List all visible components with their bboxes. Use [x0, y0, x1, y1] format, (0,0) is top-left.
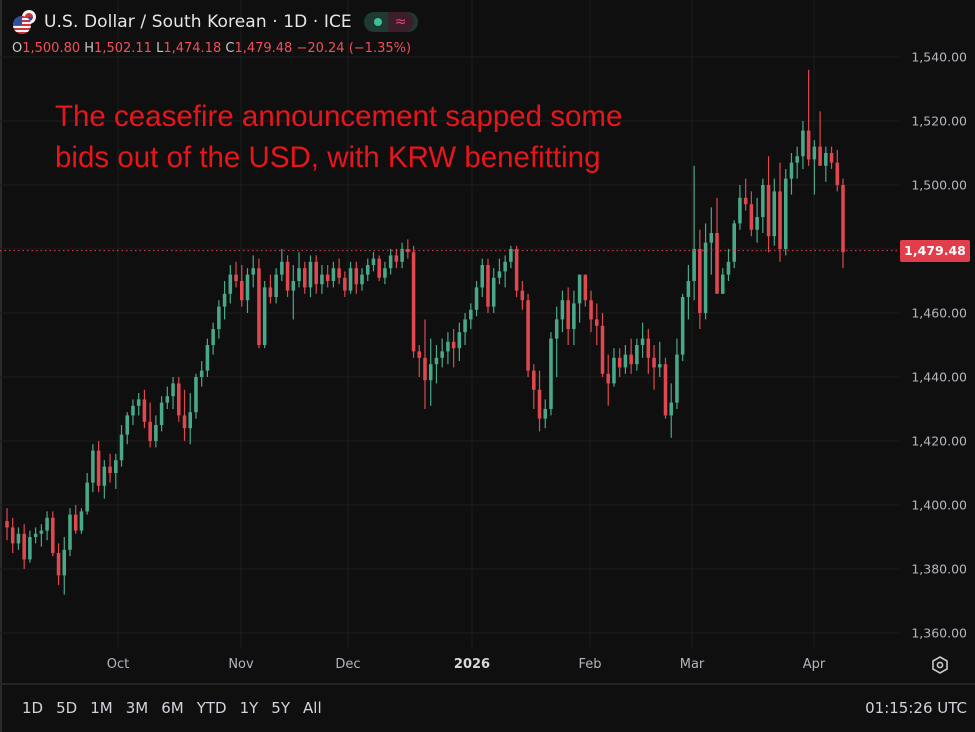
range-button-1y[interactable]: 1Y [239, 699, 259, 717]
high-value: 1,502.11 [94, 41, 152, 56]
time-tick: Feb [578, 657, 602, 672]
symbol-title[interactable]: U.S. Dollar / South Korean · 1D · ICE [44, 12, 352, 32]
market-status-pill[interactable]: ≈ [363, 12, 418, 32]
utc-clock[interactable]: 01:15:26 UTC [865, 699, 967, 717]
time-tick: Dec [335, 657, 361, 672]
chart-pane[interactable] [0, 0, 900, 648]
time-tick: Oct [106, 657, 130, 672]
current-price-tag: 1,479.48 [900, 239, 970, 262]
high-label: H [84, 41, 95, 56]
time-axis[interactable]: Oct Nov Dec 2026 Feb Mar Apr [0, 648, 900, 682]
price-tick: 1,400.00 [911, 497, 967, 513]
low-value: 1,474.18 [163, 41, 222, 56]
range-button-ytd[interactable]: YTD [196, 699, 227, 717]
range-button-6m[interactable]: 6M [161, 699, 184, 717]
price-tick: 1,460.00 [911, 305, 967, 321]
open-value: 1,500.80 [22, 41, 81, 56]
chart-annotation: The ceasefire announcement sapped some b… [55, 96, 622, 178]
annotation-line-1: The ceasefire announcement sapped some [55, 100, 623, 133]
price-tick: 1,360.00 [911, 625, 967, 641]
price-axis[interactable]: 1,540.00 1,520.00 1,500.00 1,460.00 1,440.00… [900, 0, 975, 648]
price-tick: 1,540.00 [911, 49, 967, 65]
close-value: 1,479.48 [234, 41, 293, 56]
settings-icon[interactable] [930, 655, 950, 675]
price-tick: 1,380.00 [911, 561, 967, 577]
time-tick: Mar [679, 657, 705, 672]
price-tick: 1,500.00 [911, 177, 967, 193]
ohlc-legend: O1,500.80 H1,502.11 L1,474.18 C1,479.48 … [12, 41, 411, 56]
range-button-5y[interactable]: 5Y [271, 699, 291, 717]
currency-pair-flags [10, 10, 38, 34]
open-label: O [12, 41, 23, 56]
price-tick: 1,420.00 [911, 433, 967, 449]
close-label: C [225, 41, 235, 56]
range-button-1d[interactable]: 1D [22, 699, 44, 717]
range-selector: 1D 5D 1M 3M 6M YTD 1Y 5Y All [22, 699, 322, 717]
low-label: L [156, 41, 164, 56]
price-tick: 1,440.00 [911, 369, 967, 385]
symbol-header: U.S. Dollar / South Korean · 1D · ICE ≈ [10, 8, 418, 36]
us-flag-icon [13, 16, 31, 34]
approx-icon: ≈ [387, 12, 414, 32]
footer-divider [0, 683, 975, 685]
time-tick: 2026 [453, 657, 491, 672]
annotation-line-2: bids out of the USD, with KRW benefittin… [55, 141, 601, 174]
range-button-all[interactable]: All [303, 699, 322, 717]
time-tick: Nov [228, 657, 254, 672]
change-value: −20.24 (−1.35%) [296, 41, 412, 56]
range-button-5d[interactable]: 5D [56, 699, 78, 717]
candlestick-plot[interactable] [0, 0, 900, 648]
range-button-3m[interactable]: 3M [125, 699, 149, 717]
market-status-icon [373, 18, 382, 26]
range-button-1m[interactable]: 1M [90, 699, 113, 717]
price-tick: 1,520.00 [911, 113, 967, 129]
footer-bar: 1D 5D 1M 3M 6M YTD 1Y 5Y All 01:15:26 UTC [0, 685, 975, 732]
time-tick: Apr [802, 657, 826, 672]
left-border [0, 0, 2, 732]
